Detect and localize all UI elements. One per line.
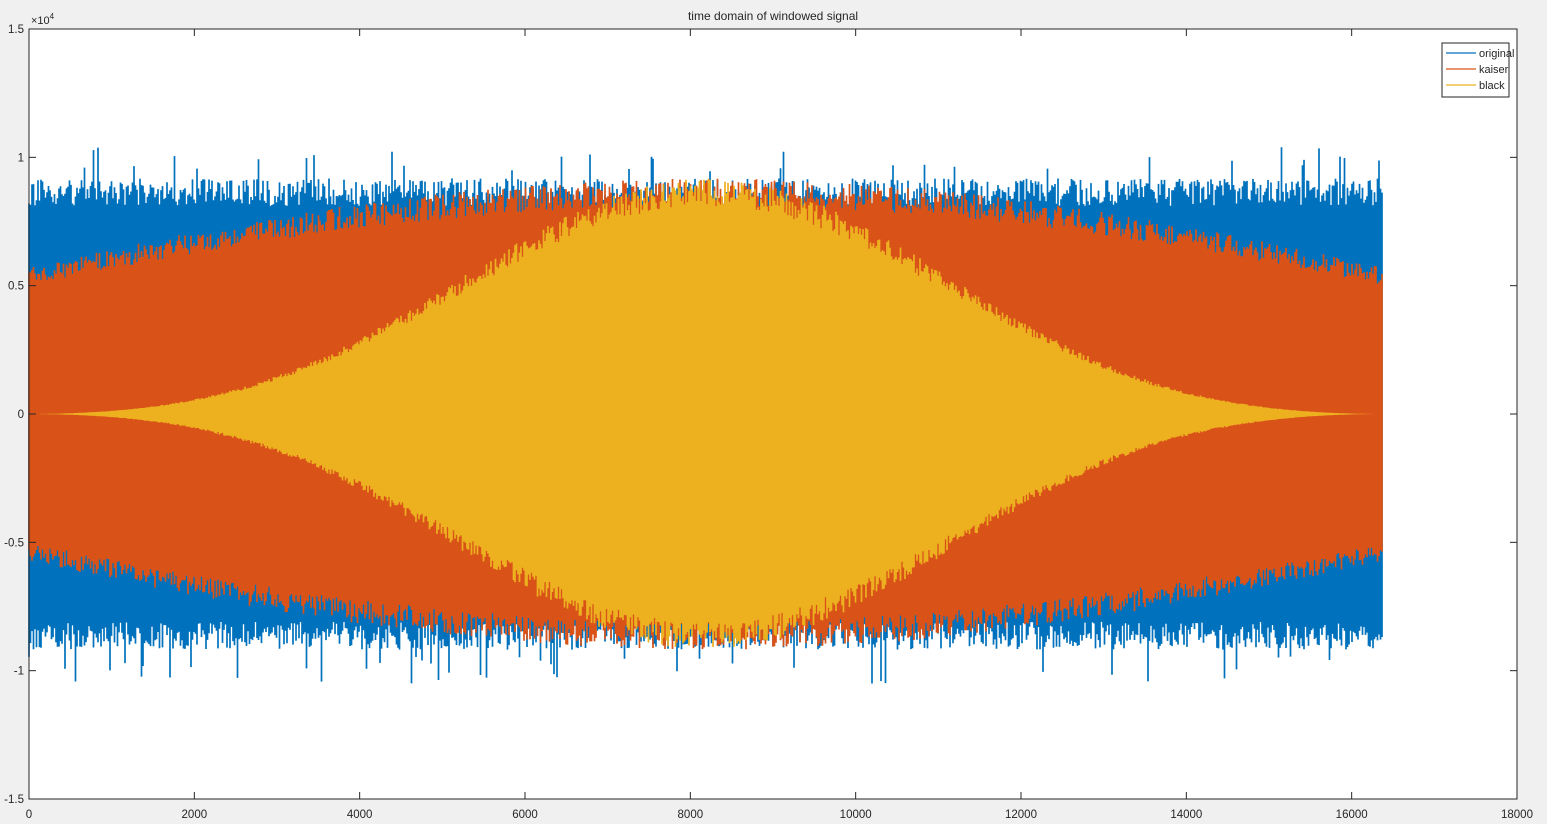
y-tick-label: 1 (18, 152, 24, 164)
x-axis-ticks: 0 2000 4000 6000 8000 10000 12000 14000 16000 180… (26, 29, 1533, 821)
x-tick-label: 12000 (1005, 809, 1037, 821)
x-tick-label: 0 (26, 809, 32, 821)
y-tick-label: 1.5 (8, 24, 24, 36)
legend-label-original: original (1479, 48, 1514, 60)
x-tick-label: 6000 (512, 809, 538, 821)
x-tick-label: 8000 (678, 809, 704, 821)
y-tick-label: -1 (14, 666, 24, 678)
x-tick-label: 18000 (1501, 809, 1533, 821)
y-tick-label: 0.5 (8, 281, 24, 293)
series-layer (28, 147, 1383, 684)
legend-box (1441, 42, 1510, 98)
y-tick-label: -1.5 (4, 794, 24, 806)
x-tick-label: 4000 (347, 809, 373, 821)
y-tick-label: -0.5 (4, 537, 24, 549)
y-tick-label: 0 (18, 409, 24, 421)
y-axis-ticks: -1.5 -1 -0.5 0 0.5 1 1.5 (4, 24, 1517, 806)
x-tick-label: 10000 (840, 809, 872, 821)
legend[interactable]: original kaiser black (1441, 42, 1514, 98)
x-tick-label: 16000 (1336, 809, 1368, 821)
x-tick-label: 14000 (1170, 809, 1202, 821)
y-exponent-label: ×104 (31, 12, 55, 27)
x-tick-label: 2000 (182, 809, 208, 821)
series-black (38, 178, 1373, 647)
legend-label-black: black (1479, 80, 1505, 92)
chart-title: time domain of windowed signal (688, 9, 858, 23)
legend-label-kaiser: kaiser (1479, 64, 1509, 76)
